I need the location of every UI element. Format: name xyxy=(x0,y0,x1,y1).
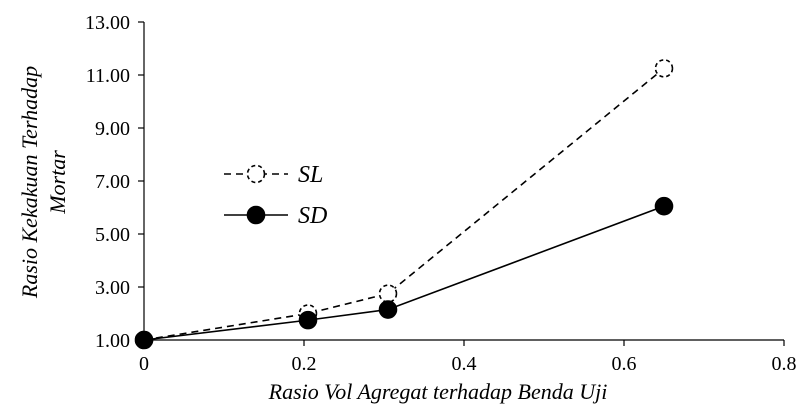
series-sd-line xyxy=(143,205,665,341)
legend-label-sl: SL xyxy=(298,162,323,188)
x-tick-label: 0.2 xyxy=(292,353,317,375)
x-axis-title: Rasio Vol Agregat terhadap Benda Uji xyxy=(268,379,608,404)
series-layer xyxy=(134,59,674,350)
series-sd-point xyxy=(134,330,154,350)
series-sl-point xyxy=(378,284,398,303)
y-tick-label: 5.00 xyxy=(95,224,130,246)
series-sl-point xyxy=(654,59,674,78)
x-tick-label: 0.8 xyxy=(772,353,797,375)
y-axis-title-line-2: Mortar xyxy=(45,150,70,215)
series-sd-point xyxy=(654,196,674,216)
x-tick-label: 0.6 xyxy=(612,353,637,375)
axes: 1.00 3.00 5.00 7.00 9.00 11.00 13.00 0 0.2 0.4 0.6… xyxy=(85,12,797,375)
legend-entry-sl: SL xyxy=(224,162,323,188)
y-axis-title: Rasio Kekakuan Terhadap Mortar xyxy=(17,66,70,299)
legend-marker-sd xyxy=(246,205,266,225)
y-tick-label: 3.00 xyxy=(95,277,130,299)
x-tick-label: 0 xyxy=(139,353,149,375)
y-axis-title-line-1: Rasio Kekakuan Terhadap xyxy=(17,66,42,299)
y-tick-label: 13.00 xyxy=(85,12,130,34)
series-sd-point xyxy=(378,300,398,319)
series-sl xyxy=(134,59,674,350)
series-sd xyxy=(134,196,674,350)
y-tick-label: 11.00 xyxy=(86,65,130,87)
legend-entry-sd: SD xyxy=(224,203,327,229)
legend: SL SD xyxy=(224,162,327,229)
y-tick-label: 7.00 xyxy=(95,171,130,193)
legend-marker-sl xyxy=(246,164,266,184)
legend-label-sd: SD xyxy=(298,203,327,229)
y-tick-label: 1.00 xyxy=(95,330,130,352)
series-sd-point xyxy=(298,310,318,330)
x-tick-label: 0.4 xyxy=(452,353,477,375)
series-sl-line xyxy=(143,67,665,341)
y-tick-label: 9.00 xyxy=(95,118,130,140)
